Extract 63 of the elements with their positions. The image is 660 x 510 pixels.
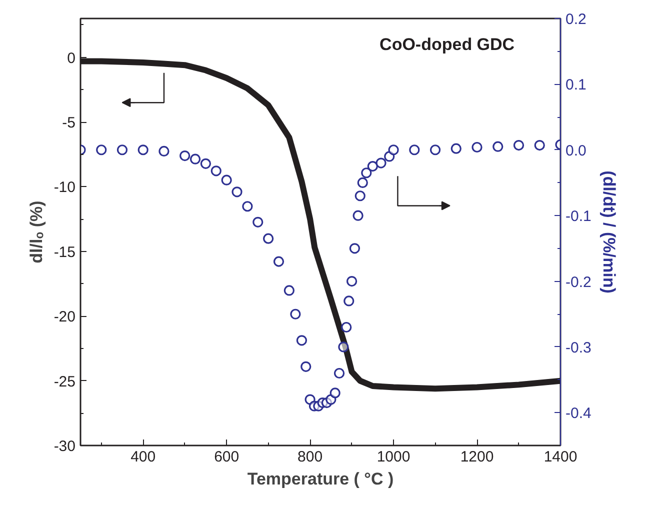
- point: [388, 144, 399, 156]
- point: [338, 342, 349, 352]
- y2-tick-label: -0.3: [566, 339, 592, 356]
- point: [232, 186, 242, 198]
- x-tick-label: 800: [298, 448, 323, 466]
- y-tick-label: -20: [54, 308, 76, 326]
- point: [284, 285, 294, 296]
- point: [330, 388, 340, 398]
- point: [290, 308, 301, 320]
- y-tick-label: -25: [54, 373, 76, 390]
- x-tick-label: 1200: [460, 448, 494, 466]
- point: [349, 243, 360, 254]
- y2-tick-label: 0.0: [566, 142, 586, 160]
- point: [116, 144, 128, 156]
- point: [352, 210, 364, 221]
- y2-tick-label: -0.1: [566, 208, 592, 226]
- point: [138, 144, 148, 156]
- point: [221, 174, 232, 186]
- point: [376, 158, 386, 168]
- point: [341, 322, 352, 333]
- y-tick-label: -5: [62, 114, 76, 132]
- point: [346, 276, 358, 287]
- x-tick-label: 400: [130, 448, 156, 466]
- point: [367, 161, 378, 172]
- y-tick-label: -10: [54, 179, 76, 196]
- y2-tick-label: 0.1: [566, 76, 586, 94]
- y2-axis-title: (dl/dt) / (%/min): [599, 170, 618, 294]
- x-axis-title: Temperature ( °C ): [247, 470, 394, 488]
- point: [354, 190, 366, 202]
- point: [492, 141, 504, 152]
- point: [534, 140, 545, 151]
- point: [513, 140, 524, 151]
- point: [450, 143, 462, 154]
- point: [190, 154, 201, 164]
- y2-tick-label: -0.4: [566, 405, 592, 422]
- point: [334, 368, 345, 379]
- point: [200, 158, 212, 169]
- y-tick-label: -15: [54, 244, 76, 261]
- point: [263, 233, 274, 244]
- point: [252, 216, 264, 228]
- point: [180, 150, 190, 162]
- x-tick-label: 1400: [544, 448, 578, 466]
- point: [344, 296, 354, 306]
- y2-tick-label: 0.2: [566, 11, 586, 28]
- point: [300, 361, 312, 372]
- point: [430, 144, 441, 156]
- point: [210, 166, 222, 176]
- point: [96, 144, 107, 156]
- point: [158, 146, 170, 156]
- point: [296, 335, 308, 346]
- y-tick-label: 0: [67, 50, 76, 67]
- point: [409, 144, 420, 156]
- y-axis-title: dl/lₒ (%): [26, 200, 46, 264]
- point: [357, 177, 368, 188]
- y-tick-label: -30: [54, 438, 76, 455]
- y2-tick-label: -0.2: [566, 274, 592, 291]
- annotation: CoO-doped GDC: [380, 34, 515, 54]
- point: [361, 168, 372, 178]
- point: [242, 201, 253, 212]
- point: [472, 142, 482, 153]
- point: [273, 256, 284, 267]
- x-tick-label: 600: [214, 448, 240, 466]
- x-tick-label: 1000: [376, 448, 410, 466]
